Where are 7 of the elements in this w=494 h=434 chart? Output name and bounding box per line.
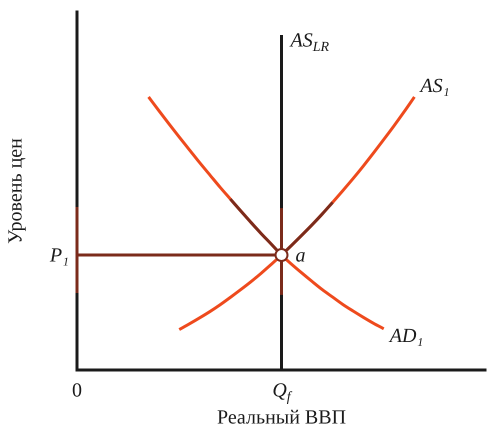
x-axis-title: Реальный ВВП (216, 406, 346, 428)
annotation: a (296, 244, 306, 267)
x-tick-label: 0 (72, 380, 82, 402)
series-label: AS₁ (418, 75, 450, 98)
series-label: AD₁ (388, 324, 424, 347)
annotation: P₁ (48, 244, 69, 267)
y-axis-title: Уровень цен (4, 138, 26, 244)
